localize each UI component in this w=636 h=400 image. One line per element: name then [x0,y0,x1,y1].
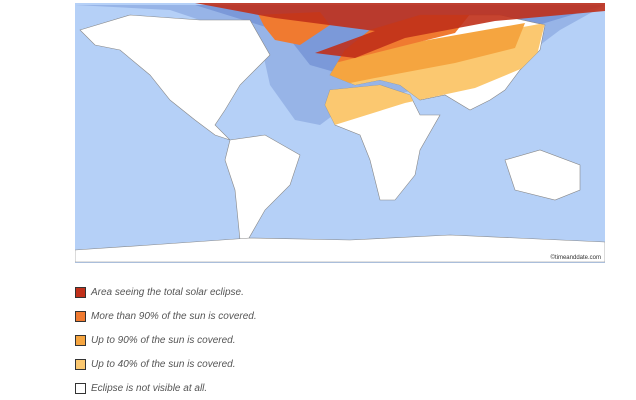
legend-label: More than 90% of the sun is covered. [91,310,257,322]
legend-item: Up to 90% of the sun is covered. [75,328,257,352]
legend-label: Up to 40% of the sun is covered. [91,358,236,370]
legend-label: Up to 90% of the sun is covered. [91,334,236,346]
legend: Area seeing the total solar eclipse. More… [75,280,257,400]
legend-swatch [75,358,86,370]
legend-label: Eclipse is not visible at all. [91,382,208,394]
legend-swatch [75,382,86,394]
eclipse-map: ©timeanddate.com [75,3,605,263]
legend-item: More than 90% of the sun is covered. [75,304,257,328]
legend-item: Up to 40% of the sun is covered. [75,352,257,376]
legend-item: Area seeing the total solar eclipse. [75,280,257,304]
totality-path [195,3,605,58]
credit: ©timeanddate.com [551,254,601,261]
legend-label: Area seeing the total solar eclipse. [91,286,244,298]
legend-swatch [75,334,86,346]
legend-swatch [75,286,86,298]
legend-swatch [75,310,86,322]
legend-item: Eclipse is not visible at all. [75,376,257,400]
